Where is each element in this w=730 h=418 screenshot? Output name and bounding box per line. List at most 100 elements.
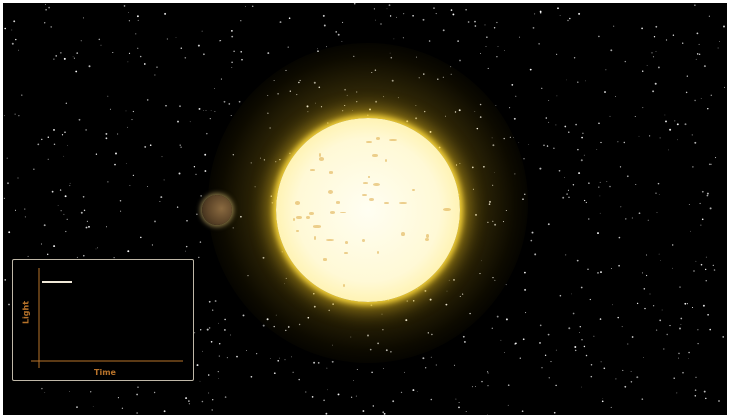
background-star (8, 303, 10, 306)
background-star (646, 274, 648, 277)
background-star (179, 105, 181, 108)
background-star (202, 350, 203, 352)
background-star (151, 244, 153, 246)
background-star (710, 163, 712, 165)
background-star (685, 91, 688, 94)
background-star (567, 189, 569, 191)
background-star (123, 5, 126, 7)
background-star (555, 124, 557, 126)
background-star (698, 43, 700, 45)
background-star (696, 32, 699, 35)
background-star (200, 329, 202, 331)
background-star (185, 245, 188, 248)
y-axis-label: Light (21, 300, 31, 325)
background-star (129, 184, 131, 186)
background-star (288, 17, 291, 19)
background-star (430, 398, 433, 401)
background-star (718, 400, 720, 402)
background-star (135, 33, 137, 35)
background-star (356, 369, 358, 370)
background-star (504, 352, 505, 353)
background-star (355, 395, 357, 397)
background-star (76, 52, 79, 54)
background-star (497, 46, 499, 47)
background-star (524, 288, 527, 291)
background-star (572, 184, 575, 186)
background-star (679, 327, 681, 330)
background-star (723, 25, 725, 28)
background-star (695, 58, 697, 60)
background-star (245, 6, 246, 7)
background-star (539, 11, 542, 14)
background-star (694, 4, 696, 6)
background-star (618, 264, 620, 267)
background-star (214, 300, 217, 302)
background-star (544, 354, 547, 356)
background-star (342, 21, 344, 23)
background-star (273, 372, 276, 375)
background-star (658, 193, 660, 195)
background-star (694, 395, 697, 397)
background-star (412, 389, 415, 392)
background-star (539, 167, 542, 170)
background-star (541, 87, 543, 89)
background-star (655, 192, 657, 194)
background-star (688, 203, 690, 206)
background-star (679, 286, 681, 288)
background-star (121, 407, 124, 409)
background-star (669, 128, 672, 131)
background-star (712, 264, 714, 267)
background-star (598, 35, 600, 38)
background-star (617, 316, 619, 319)
background-star (229, 334, 231, 336)
background-star (119, 199, 122, 202)
background-star (699, 202, 701, 205)
background-star (107, 181, 109, 183)
background-star (197, 44, 200, 47)
background-star (114, 163, 116, 166)
background-star (76, 406, 78, 408)
background-star (311, 396, 314, 398)
background-star (583, 154, 585, 156)
background-star (556, 53, 558, 56)
background-star (698, 53, 701, 56)
background-star (458, 406, 460, 409)
background-star (75, 70, 78, 73)
background-star (223, 100, 226, 103)
background-star (37, 143, 40, 146)
star-surface-spot (318, 153, 321, 157)
background-star (582, 132, 584, 135)
background-star (522, 338, 525, 341)
background-star (634, 115, 636, 118)
background-star (715, 157, 717, 159)
background-star (4, 115, 5, 117)
background-star (40, 243, 42, 245)
background-star (543, 144, 545, 147)
background-star (459, 59, 461, 62)
background-star (463, 340, 466, 343)
background-star (127, 61, 129, 63)
background-star (325, 412, 328, 415)
background-star (117, 133, 119, 135)
background-star (623, 141, 626, 144)
background-star (422, 18, 425, 21)
background-star (313, 361, 316, 364)
background-star (287, 46, 289, 48)
background-star (624, 385, 627, 388)
background-star (615, 95, 617, 97)
background-star (664, 114, 666, 116)
background-star (702, 304, 705, 307)
background-star (201, 400, 204, 403)
background-star (97, 247, 98, 249)
background-star (350, 396, 353, 398)
background-star (240, 20, 242, 22)
background-star (583, 345, 586, 348)
background-star (95, 248, 97, 250)
background-star (486, 36, 488, 38)
background-star (163, 179, 165, 181)
background-star (69, 390, 70, 392)
background-star (230, 114, 232, 117)
background-star (372, 405, 375, 407)
background-star (500, 339, 502, 341)
background-star (525, 312, 527, 314)
